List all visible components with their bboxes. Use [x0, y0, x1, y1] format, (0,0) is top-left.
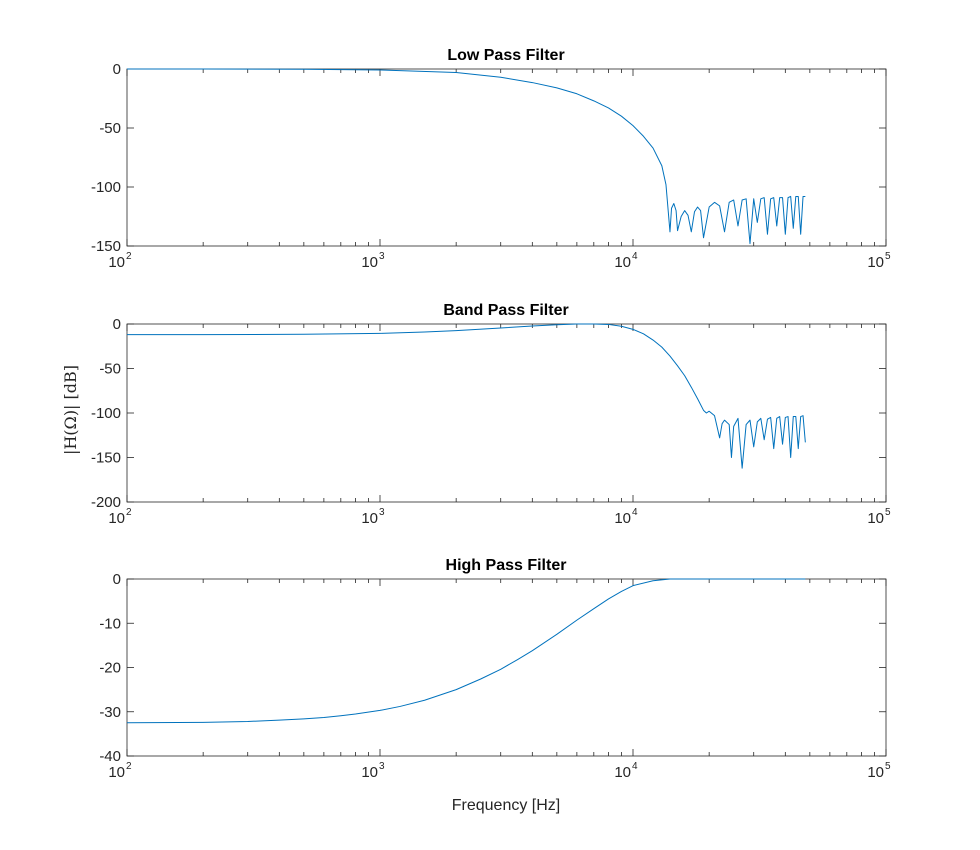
band-pass-x-tick-exponent: 2	[126, 507, 132, 518]
band-pass-x-tick-label: 10	[614, 510, 631, 527]
high-pass-y-tick-label: 0	[113, 571, 121, 588]
high-pass-y-tick-label: -40	[99, 748, 121, 765]
high-pass-x-tick-exponent: 2	[126, 761, 132, 772]
low-pass-x-tick-exponent: 5	[885, 251, 891, 262]
high-pass-y-tick-label: -10	[99, 615, 121, 632]
low-pass-x-tick-exponent: 3	[379, 251, 385, 262]
high-pass-x-tick-label: 10	[614, 764, 631, 781]
band-pass-y-tick-label: 0	[113, 316, 121, 333]
high-pass-response-line	[126, 578, 806, 724]
low-pass-x-tick-exponent: 4	[632, 251, 638, 262]
band-pass-y-tick-label: -100	[91, 405, 121, 422]
band-pass-response-line	[127, 323, 806, 469]
high-pass-y-tick-label: -20	[99, 660, 121, 677]
band-pass-plot-area: 10 2 10 3 10 4 10 50-50-100-150-200	[91, 316, 891, 527]
low-pass-title: Low Pass Filter	[447, 47, 564, 64]
high-pass-panel: High Pass Filter 10 2 10 3 10 4 10 50-10-20-30-…	[99, 557, 891, 781]
high-pass-title: High Pass Filter	[446, 557, 567, 574]
low-pass-panel: Low Pass Filter 10 2 10 3 10 4 10 50-50-100-150	[91, 47, 891, 271]
band-pass-panel: Band Pass Filter 10 2 10 3 10 4 10 50-50-100-15…	[91, 302, 891, 527]
band-pass-y-tick-label: -200	[91, 494, 121, 511]
y-axis-label: |H(Ω)| [dB]	[61, 365, 80, 455]
high-pass-x-tick-exponent: 4	[632, 761, 638, 772]
low-pass-response-line	[127, 68, 806, 245]
high-pass-plot-area: 10 2 10 3 10 4 10 50-10-20-30-40	[99, 571, 891, 781]
band-pass-x-tick-exponent: 4	[632, 507, 638, 518]
high-pass-x-tick-label: 10	[108, 764, 125, 781]
low-pass-y-tick-label: -50	[99, 120, 121, 137]
high-pass-y-tick-label: -30	[99, 704, 121, 721]
band-pass-x-tick-exponent: 3	[379, 507, 385, 518]
low-pass-x-tick-label: 10	[108, 254, 125, 271]
low-pass-plot-area: 10 2 10 3 10 4 10 50-50-100-150	[91, 61, 891, 271]
band-pass-x-tick-label: 10	[361, 510, 378, 527]
band-pass-x-tick-label: 10	[108, 510, 125, 527]
band-pass-axes-box	[126, 323, 887, 503]
high-pass-x-tick-label: 10	[867, 764, 884, 781]
low-pass-x-tick-label: 10	[614, 254, 631, 271]
low-pass-x-tick-label: 10	[361, 254, 378, 271]
high-pass-x-tick-exponent: 5	[885, 761, 891, 772]
band-pass-y-tick-label: -150	[91, 450, 121, 467]
low-pass-x-tick-exponent: 2	[126, 251, 132, 262]
high-pass-axes-box	[126, 578, 887, 757]
band-pass-title: Band Pass Filter	[443, 302, 568, 319]
high-pass-x-tick-label: 10	[361, 764, 378, 781]
low-pass-y-tick-label: -100	[91, 179, 121, 196]
high-pass-x-tick-exponent: 3	[379, 761, 385, 772]
x-axis-label: Frequency [Hz]	[452, 797, 560, 814]
band-pass-x-tick-label: 10	[867, 510, 884, 527]
band-pass-y-tick-label: -50	[99, 361, 121, 378]
low-pass-y-tick-label: 0	[113, 61, 121, 78]
band-pass-x-tick-exponent: 5	[885, 507, 891, 518]
low-pass-y-tick-label: -150	[91, 238, 121, 255]
low-pass-x-tick-label: 10	[867, 254, 884, 271]
low-pass-axes-box	[126, 68, 887, 247]
